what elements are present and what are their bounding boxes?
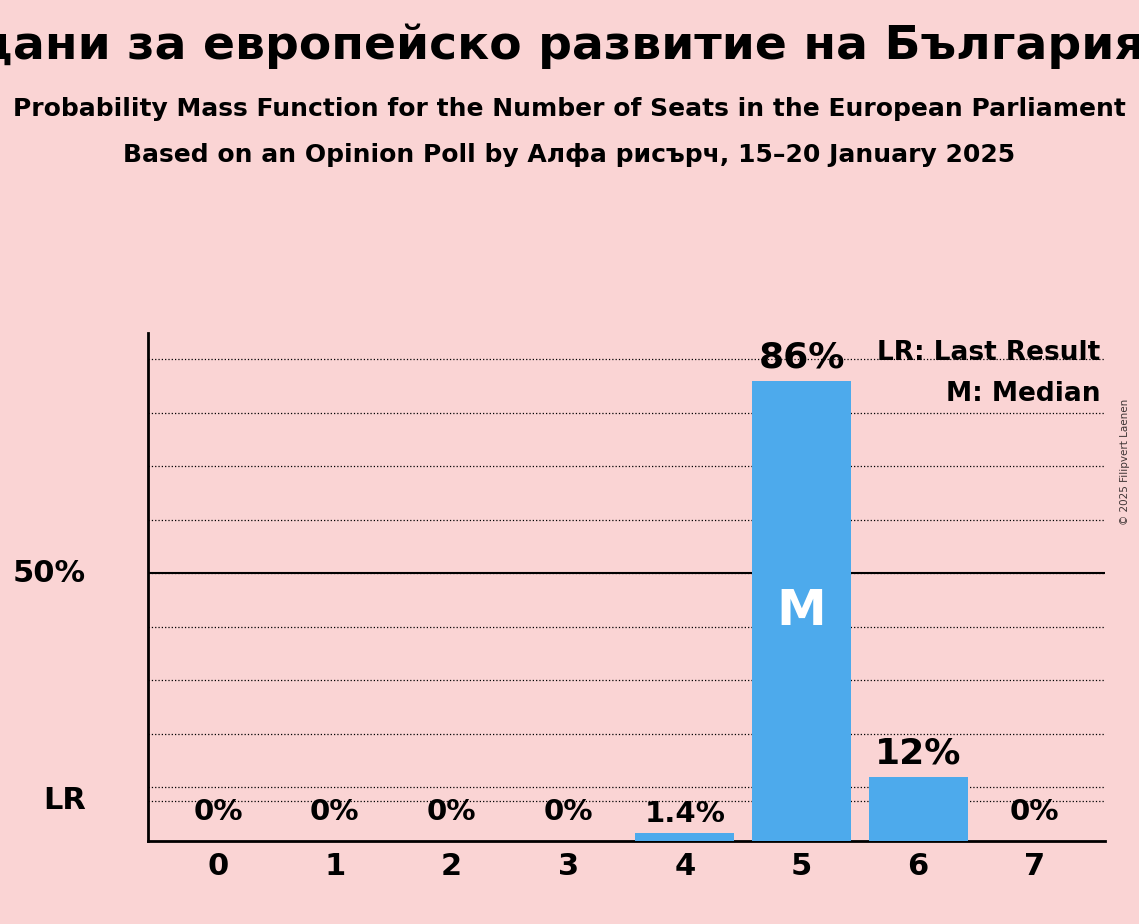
Text: 0%: 0%	[1010, 797, 1059, 826]
Text: 12%: 12%	[875, 736, 961, 771]
Text: 0%: 0%	[543, 797, 593, 826]
Text: Граждани за европейско развитие на България (ЕРР): Граждани за европейско развитие на Бълга…	[0, 23, 1139, 68]
Text: M: M	[777, 587, 826, 635]
Text: Probability Mass Function for the Number of Seats in the European Parliament: Probability Mass Function for the Number…	[13, 97, 1126, 121]
Bar	[752, 381, 851, 841]
Text: M: Median: M: Median	[945, 381, 1100, 407]
Text: LR: LR	[43, 786, 85, 815]
Text: 1.4%: 1.4%	[645, 800, 726, 828]
Text: 0%: 0%	[427, 797, 476, 826]
Bar	[869, 777, 968, 841]
Text: 0%: 0%	[194, 797, 243, 826]
Text: © 2025 Filipvert Laenen: © 2025 Filipvert Laenen	[1120, 399, 1130, 525]
Bar	[636, 833, 735, 841]
Text: 86%: 86%	[759, 340, 845, 374]
Text: Based on an Opinion Poll by Алфа рисърч, 15–20 January 2025: Based on an Opinion Poll by Алфа рисърч,…	[123, 143, 1016, 167]
Text: 50%: 50%	[13, 559, 85, 588]
Text: 0%: 0%	[310, 797, 360, 826]
Text: LR: Last Result: LR: Last Result	[877, 340, 1100, 366]
